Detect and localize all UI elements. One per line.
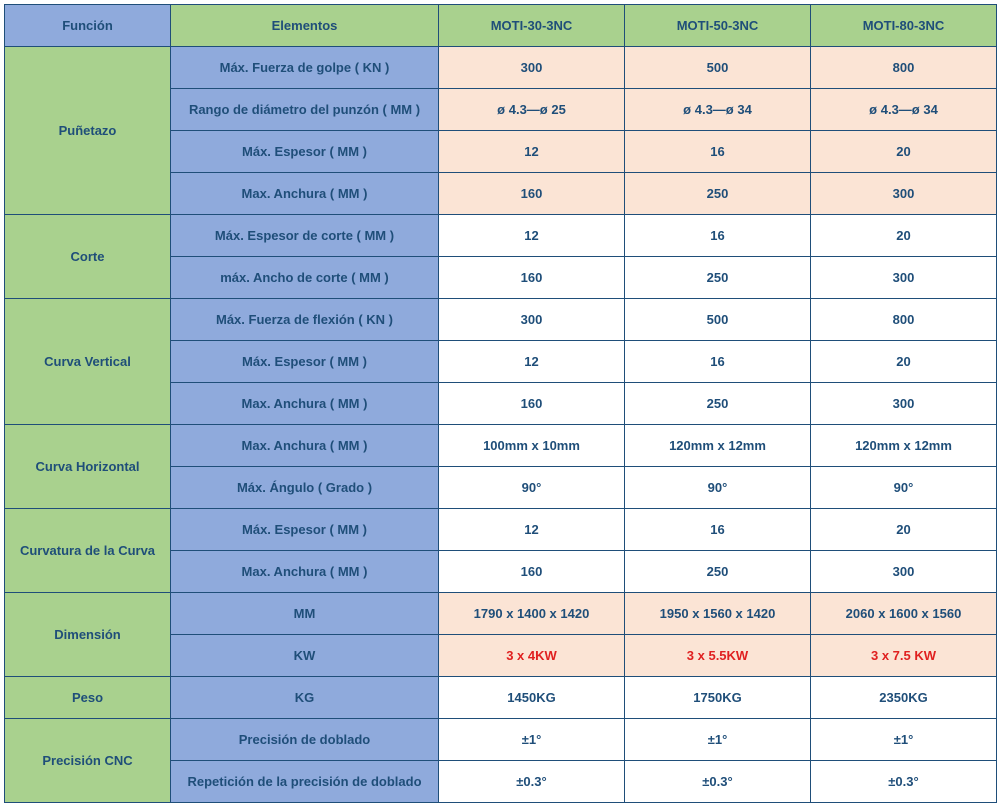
- value-cell: 250: [625, 383, 811, 425]
- value-cell: 16: [625, 131, 811, 173]
- element-cell: Máx. Fuerza de golpe ( KN ): [171, 47, 439, 89]
- value-cell: 300: [439, 47, 625, 89]
- element-cell: Máx. Espesor ( MM ): [171, 341, 439, 383]
- element-cell: Max. Anchura ( MM ): [171, 173, 439, 215]
- table-row: CorteMáx. Espesor de corte ( MM )121620: [5, 215, 997, 257]
- value-cell: 1450KG: [439, 677, 625, 719]
- table-row: PuñetazoMáx. Fuerza de golpe ( KN )30050…: [5, 47, 997, 89]
- function-cell: Dimensión: [5, 593, 171, 677]
- value-cell: 16: [625, 341, 811, 383]
- value-cell: 250: [625, 551, 811, 593]
- value-cell: 2350KG: [811, 677, 997, 719]
- element-cell: Precisión de doblado: [171, 719, 439, 761]
- value-cell: 1950 x 1560 x 1420: [625, 593, 811, 635]
- value-cell: 20: [811, 215, 997, 257]
- function-cell: Corte: [5, 215, 171, 299]
- value-cell: 2060 x 1600 x 1560: [811, 593, 997, 635]
- header-moti-80: MOTI-80-3NC: [811, 5, 997, 47]
- value-cell: ±0.3°: [625, 761, 811, 803]
- value-cell: ±0.3°: [811, 761, 997, 803]
- value-cell: 300: [439, 299, 625, 341]
- value-cell: 16: [625, 215, 811, 257]
- value-cell: 1750KG: [625, 677, 811, 719]
- value-cell: 160: [439, 551, 625, 593]
- value-cell: 3 x 4KW: [439, 635, 625, 677]
- value-cell: ±0.3°: [439, 761, 625, 803]
- value-cell: 500: [625, 47, 811, 89]
- table-row: Curva VerticalMáx. Fuerza de flexión ( K…: [5, 299, 997, 341]
- value-cell: ø 4.3—ø 34: [811, 89, 997, 131]
- element-cell: Máx. Espesor ( MM ): [171, 509, 439, 551]
- header-funcion: Función: [5, 5, 171, 47]
- table-row: Curva HorizontalMax. Anchura ( MM )100mm…: [5, 425, 997, 467]
- value-cell: ø 4.3—ø 25: [439, 89, 625, 131]
- value-cell: 12: [439, 509, 625, 551]
- value-cell: 250: [625, 173, 811, 215]
- value-cell: 20: [811, 131, 997, 173]
- element-cell: Max. Anchura ( MM ): [171, 383, 439, 425]
- spec-table: Función Elementos MOTI-30-3NC MOTI-50-3N…: [4, 4, 997, 803]
- value-cell: 3 x 5.5KW: [625, 635, 811, 677]
- element-cell: KG: [171, 677, 439, 719]
- value-cell: 800: [811, 299, 997, 341]
- value-cell: 20: [811, 509, 997, 551]
- value-cell: 300: [811, 173, 997, 215]
- header-moti-50: MOTI-50-3NC: [625, 5, 811, 47]
- value-cell: 120mm x 12mm: [625, 425, 811, 467]
- function-cell: Curva Vertical: [5, 299, 171, 425]
- value-cell: ±1°: [811, 719, 997, 761]
- table-row: PesoKG1450KG1750KG2350KG: [5, 677, 997, 719]
- value-cell: 300: [811, 257, 997, 299]
- value-cell: 20: [811, 341, 997, 383]
- table-row: DimensiónMM1790 x 1400 x 14201950 x 1560…: [5, 593, 997, 635]
- value-cell: 12: [439, 215, 625, 257]
- value-cell: 90°: [811, 467, 997, 509]
- value-cell: 12: [439, 131, 625, 173]
- function-cell: Puñetazo: [5, 47, 171, 215]
- value-cell: 1790 x 1400 x 1420: [439, 593, 625, 635]
- element-cell: MM: [171, 593, 439, 635]
- element-cell: Máx. Ángulo ( Grado ): [171, 467, 439, 509]
- value-cell: 3 x 7.5 KW: [811, 635, 997, 677]
- value-cell: ±1°: [439, 719, 625, 761]
- element-cell: Máx. Fuerza de flexión ( KN ): [171, 299, 439, 341]
- element-cell: Rango de diámetro del punzón ( MM ): [171, 89, 439, 131]
- value-cell: 300: [811, 383, 997, 425]
- header-elementos: Elementos: [171, 5, 439, 47]
- header-moti-30: MOTI-30-3NC: [439, 5, 625, 47]
- value-cell: 12: [439, 341, 625, 383]
- table-row: Curvatura de la CurvaMáx. Espesor ( MM )…: [5, 509, 997, 551]
- value-cell: 160: [439, 257, 625, 299]
- value-cell: 160: [439, 383, 625, 425]
- value-cell: 90°: [625, 467, 811, 509]
- table-row: Precisión CNCPrecisión de doblado±1°±1°±…: [5, 719, 997, 761]
- value-cell: 120mm x 12mm: [811, 425, 997, 467]
- element-cell: máx. Ancho de corte ( MM ): [171, 257, 439, 299]
- header-row: Función Elementos MOTI-30-3NC MOTI-50-3N…: [5, 5, 997, 47]
- function-cell: Precisión CNC: [5, 719, 171, 803]
- element-cell: Max. Anchura ( MM ): [171, 551, 439, 593]
- function-cell: Curva Horizontal: [5, 425, 171, 509]
- function-cell: Peso: [5, 677, 171, 719]
- value-cell: 250: [625, 257, 811, 299]
- function-cell: Curvatura de la Curva: [5, 509, 171, 593]
- value-cell: ±1°: [625, 719, 811, 761]
- value-cell: 800: [811, 47, 997, 89]
- value-cell: 90°: [439, 467, 625, 509]
- value-cell: 500: [625, 299, 811, 341]
- value-cell: 100mm x 10mm: [439, 425, 625, 467]
- value-cell: 300: [811, 551, 997, 593]
- element-cell: Máx. Espesor ( MM ): [171, 131, 439, 173]
- element-cell: Máx. Espesor de corte ( MM ): [171, 215, 439, 257]
- value-cell: 16: [625, 509, 811, 551]
- element-cell: Max. Anchura ( MM ): [171, 425, 439, 467]
- element-cell: Repetición de la precisión de doblado: [171, 761, 439, 803]
- value-cell: ø 4.3—ø 34: [625, 89, 811, 131]
- element-cell: KW: [171, 635, 439, 677]
- value-cell: 160: [439, 173, 625, 215]
